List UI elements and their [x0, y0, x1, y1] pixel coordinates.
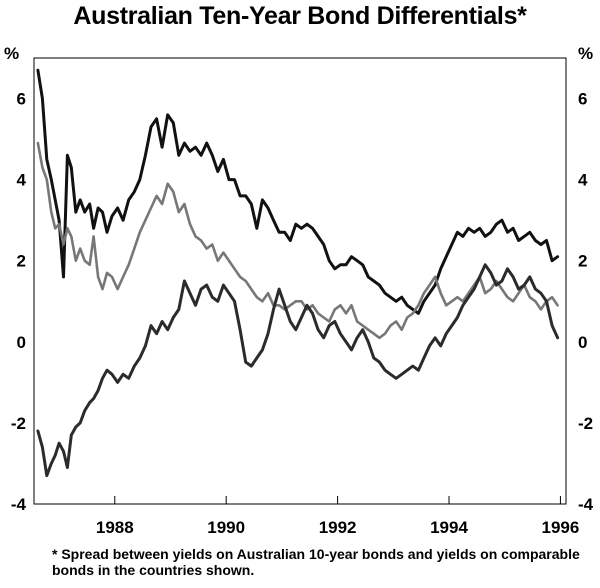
x-tick-label: 1994: [430, 518, 468, 537]
series-line: [36, 141, 559, 340]
x-tick-label: 1990: [207, 518, 245, 537]
x-tick-marks: [114, 496, 561, 504]
left-y-tick-label: -4: [11, 495, 27, 514]
series-group: [36, 68, 560, 478]
left-y-tick-label: 4: [17, 171, 27, 190]
chart-title: Australian Ten-Year Bond Differentials*: [73, 2, 527, 30]
right-y-tick-label: 2: [578, 252, 587, 271]
right-y-tick-labels: 6 4 2 0 -2 -4: [578, 90, 594, 514]
left-y-tick-labels: 6 4 2 0 -2 -4: [11, 90, 27, 514]
left-y-tick-label: -2: [11, 414, 26, 433]
right-y-tick-label: -4: [578, 495, 594, 514]
left-y-tick-label: 0: [17, 333, 26, 352]
x-tick-label: 1988: [96, 518, 134, 537]
footnote-text: * Spread between yields on Australian 10…: [52, 546, 580, 578]
right-y-tick-label: 4: [578, 171, 588, 190]
left-y-tick-label: 2: [17, 252, 26, 271]
left-y-tick-label: 6: [17, 90, 26, 109]
right-y-tick-label: 6: [578, 90, 587, 109]
right-y-tick-label: 0: [578, 333, 587, 352]
x-tick-label: 1992: [319, 518, 357, 537]
left-axis-unit: %: [4, 44, 19, 63]
series-line: [36, 68, 560, 315]
right-y-tick-label: -2: [578, 414, 593, 433]
x-tick-labels: 1988 1990 1992 1994 1996: [96, 518, 579, 537]
series-line: [36, 263, 560, 478]
plot-frame: [33, 57, 567, 505]
footnote: * Spread between yields on Australian 10…: [34, 546, 594, 578]
right-axis-unit: %: [578, 44, 593, 63]
x-tick-label: 1996: [542, 518, 580, 537]
